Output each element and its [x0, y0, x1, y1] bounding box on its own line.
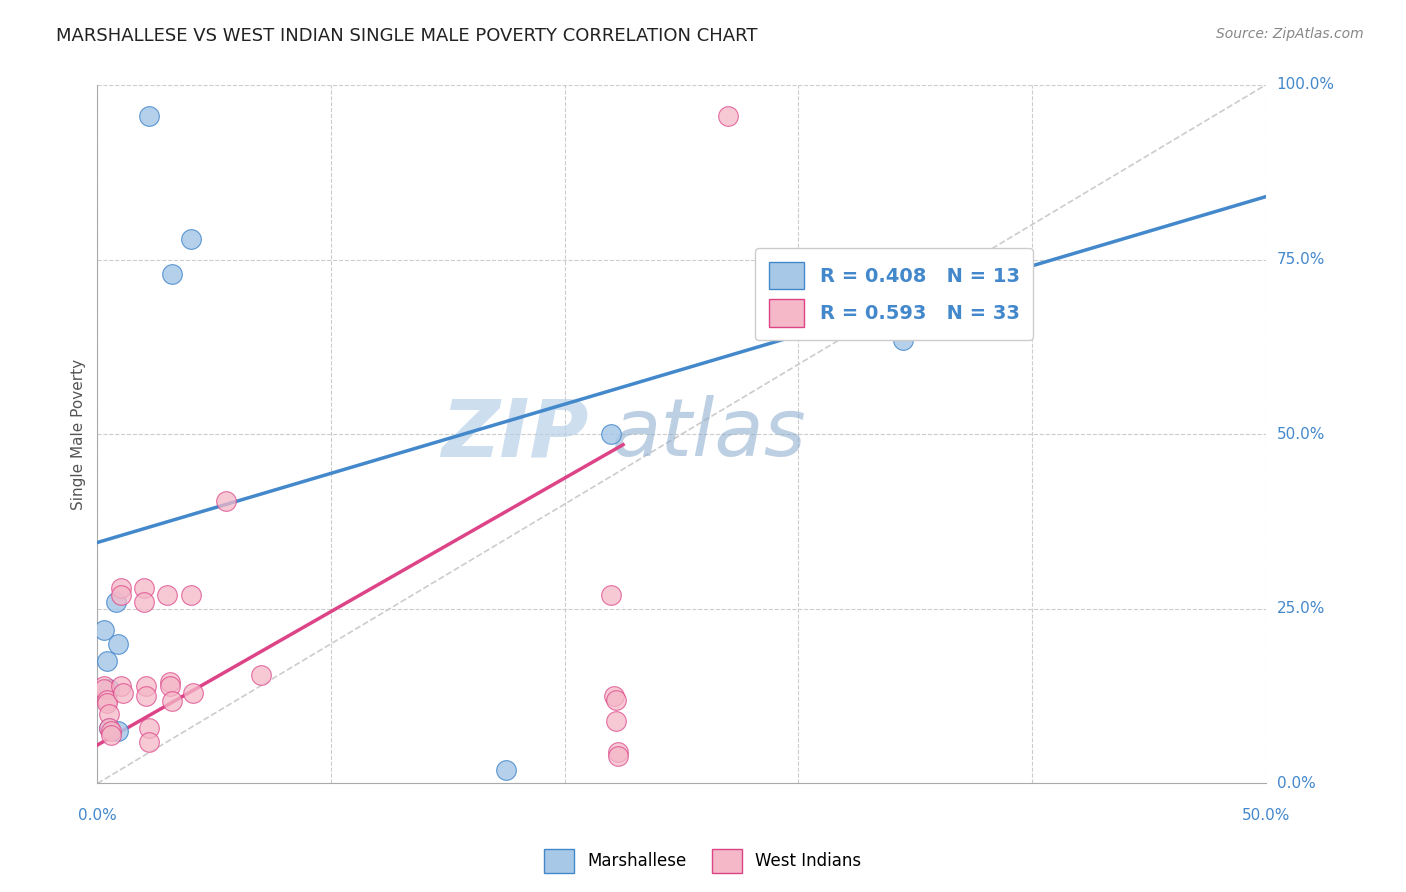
Point [180, 588, 202, 602]
Point [107, 637, 129, 651]
Point [159, 675, 181, 690]
Point [105, 595, 128, 609]
Point [159, 679, 181, 693]
Legend: Marshallese, West Indians: Marshallese, West Indians [538, 842, 868, 880]
Point [600, 588, 623, 602]
Text: 0.0%: 0.0% [1277, 776, 1316, 791]
Point [156, 588, 179, 602]
Point [100, 728, 122, 742]
Point [112, 686, 135, 700]
Point [138, 721, 160, 735]
Text: 75.0%: 75.0% [1277, 252, 1324, 267]
Point [717, 109, 740, 123]
Point [181, 686, 204, 700]
Point [110, 588, 132, 602]
Point [135, 689, 157, 703]
Point [138, 734, 160, 748]
Point [607, 745, 630, 759]
Text: 50.0%: 50.0% [1241, 808, 1289, 823]
Point [98, 721, 121, 735]
Point [160, 267, 183, 281]
Point [110, 581, 132, 595]
Point [107, 724, 129, 739]
Text: atlas: atlas [612, 395, 806, 474]
Point [100, 724, 122, 739]
Text: MARSHALLESE VS WEST INDIAN SINGLE MALE POVERTY CORRELATION CHART: MARSHALLESE VS WEST INDIAN SINGLE MALE P… [56, 27, 758, 45]
Point [96, 654, 118, 668]
Point [495, 763, 517, 777]
Point [603, 689, 626, 703]
Point [132, 595, 155, 609]
Text: 100.0%: 100.0% [1277, 78, 1334, 93]
Text: 0.0%: 0.0% [77, 808, 117, 823]
Text: 50.0%: 50.0% [1277, 426, 1324, 442]
Point [250, 668, 273, 682]
Text: ZIP: ZIP [440, 395, 588, 474]
Point [93, 682, 115, 697]
Point [93, 623, 115, 637]
Point [110, 679, 132, 693]
Point [132, 581, 155, 595]
Point [605, 692, 627, 706]
Point [893, 333, 915, 347]
Text: 25.0%: 25.0% [1277, 601, 1324, 616]
Text: Source: ZipAtlas.com: Source: ZipAtlas.com [1216, 27, 1364, 41]
Point [605, 714, 627, 728]
Point [600, 427, 623, 442]
Point [607, 748, 630, 763]
Point [138, 109, 160, 123]
Y-axis label: Single Male Poverty: Single Male Poverty [72, 359, 86, 509]
Point [93, 679, 115, 693]
Point [96, 696, 118, 710]
Point [98, 721, 121, 735]
Point [180, 232, 202, 246]
Point [96, 692, 118, 706]
Point [98, 706, 121, 721]
Point [135, 679, 157, 693]
Point [215, 493, 238, 508]
Point [98, 682, 121, 697]
Point [160, 694, 183, 708]
Legend: R = 0.408   N = 13, R = 0.593   N = 33: R = 0.408 N = 13, R = 0.593 N = 33 [755, 248, 1033, 341]
